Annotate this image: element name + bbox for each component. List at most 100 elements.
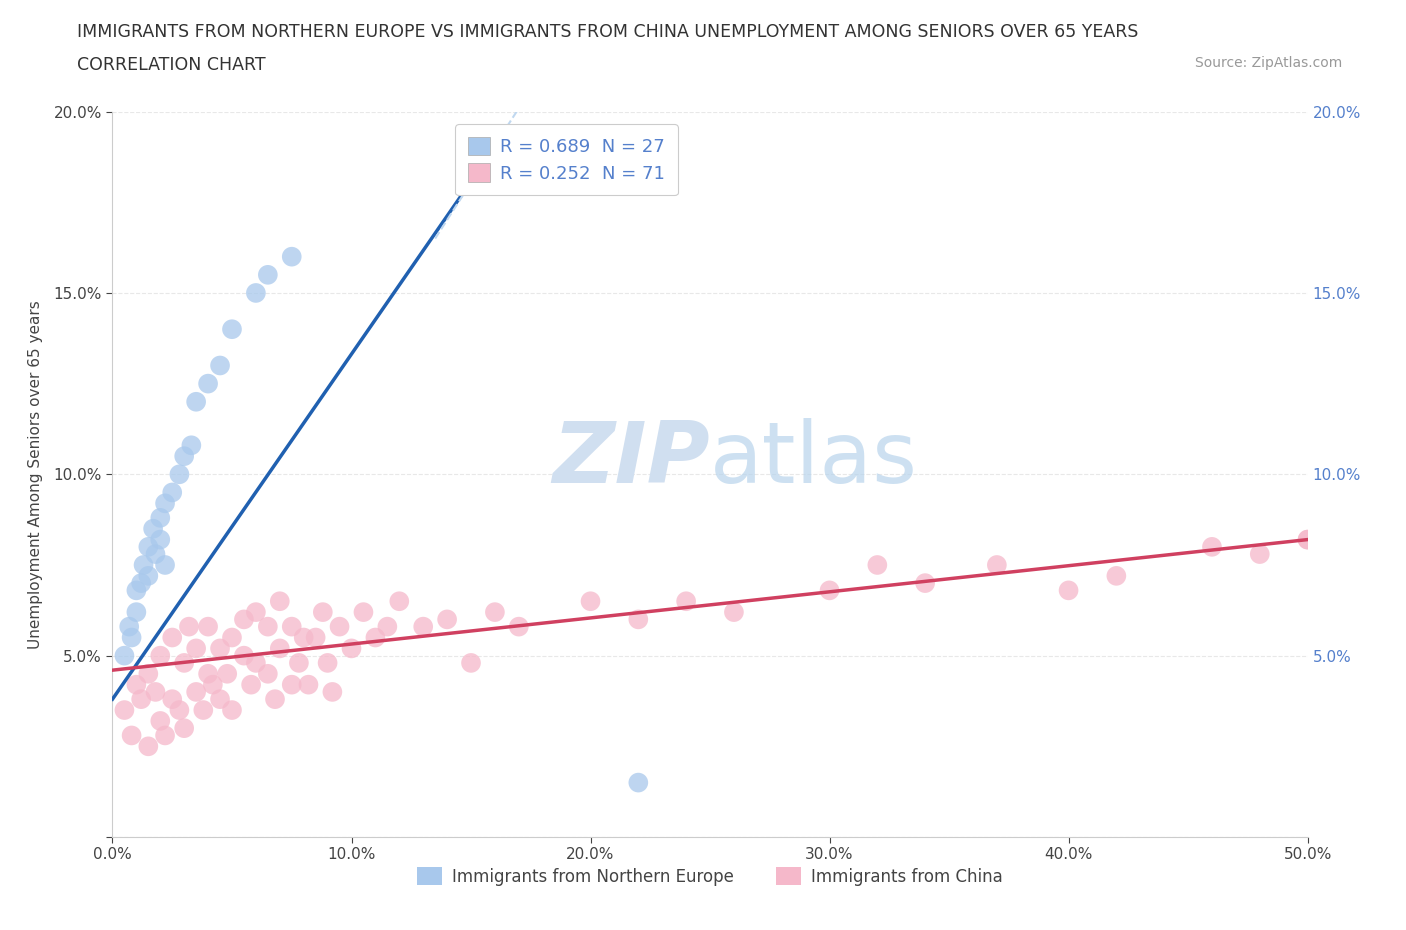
Point: [866, 558, 889, 573]
Point: [197, 377, 219, 392]
Text: Source: ZipAtlas.com: Source: ZipAtlas.com: [1195, 56, 1343, 70]
Point: [221, 631, 243, 645]
Point: [1249, 547, 1271, 562]
Point: [257, 268, 280, 283]
Point: [233, 648, 256, 663]
Point: [240, 677, 263, 692]
Point: [281, 677, 304, 692]
Point: [986, 558, 1008, 573]
Point: [312, 604, 335, 619]
Point: [305, 631, 328, 645]
Point: [436, 612, 458, 627]
Point: [186, 641, 208, 656]
Point: [508, 619, 530, 634]
Point: [138, 539, 160, 554]
Point: [364, 631, 387, 645]
Point: [186, 684, 208, 699]
Point: [329, 619, 352, 634]
Point: [149, 648, 172, 663]
Point: [217, 667, 239, 682]
Text: ZIP: ZIP: [553, 418, 710, 501]
Point: [149, 532, 172, 547]
Point: [121, 728, 143, 743]
Point: [723, 604, 745, 619]
Point: [114, 703, 135, 718]
Point: [245, 286, 267, 300]
Point: [125, 677, 148, 692]
Point: [627, 612, 650, 627]
Point: [388, 594, 411, 609]
Point: [173, 721, 195, 736]
Point: [221, 703, 243, 718]
Point: [209, 358, 232, 373]
Point: [675, 594, 697, 609]
Point: [201, 677, 224, 692]
Point: [627, 776, 650, 790]
Point: [197, 619, 219, 634]
Point: [1296, 532, 1319, 547]
Point: [118, 619, 141, 634]
Point: [1296, 532, 1319, 547]
Legend: Immigrants from Northern Europe, Immigrants from China: Immigrants from Northern Europe, Immigra…: [409, 859, 1011, 894]
Point: [257, 619, 280, 634]
Point: [177, 619, 200, 634]
Point: [162, 631, 183, 645]
Point: [233, 612, 256, 627]
Point: [162, 692, 183, 707]
Point: [173, 449, 195, 464]
Point: [132, 558, 155, 573]
Point: [138, 667, 160, 682]
Point: [257, 667, 280, 682]
Point: [412, 619, 434, 634]
Point: [245, 604, 267, 619]
Point: [153, 558, 176, 573]
Point: [264, 692, 287, 707]
Point: [162, 485, 183, 500]
Point: [169, 467, 191, 482]
Point: [288, 656, 311, 671]
Point: [153, 496, 176, 511]
Point: [125, 604, 148, 619]
Point: [186, 394, 208, 409]
Point: [352, 604, 374, 619]
Point: [340, 641, 363, 656]
Point: [197, 667, 219, 682]
Point: [193, 703, 215, 718]
Point: [125, 583, 148, 598]
Point: [297, 677, 319, 692]
Point: [149, 713, 172, 728]
Point: [221, 322, 243, 337]
Point: [138, 738, 160, 753]
Point: [579, 594, 602, 609]
Point: [269, 641, 291, 656]
Point: [209, 641, 232, 656]
Text: IMMIGRANTS FROM NORTHERN EUROPE VS IMMIGRANTS FROM CHINA UNEMPLOYMENT AMONG SENI: IMMIGRANTS FROM NORTHERN EUROPE VS IMMIG…: [77, 23, 1139, 41]
Point: [153, 728, 176, 743]
Point: [114, 648, 135, 663]
Point: [321, 684, 343, 699]
Point: [281, 249, 304, 264]
Point: [484, 604, 506, 619]
Point: [173, 656, 195, 671]
Point: [316, 656, 339, 671]
Point: [145, 684, 167, 699]
Point: [1057, 583, 1080, 598]
Text: atlas: atlas: [710, 418, 918, 501]
Point: [129, 576, 152, 591]
Point: [460, 656, 482, 671]
Point: [169, 703, 191, 718]
Point: [818, 583, 841, 598]
Point: [142, 521, 165, 536]
Point: [129, 692, 152, 707]
Point: [180, 438, 202, 453]
Point: [1201, 539, 1223, 554]
Point: [145, 547, 167, 562]
Point: [121, 631, 143, 645]
Point: [138, 568, 160, 583]
Point: [245, 656, 267, 671]
Point: [292, 631, 315, 645]
Y-axis label: Unemployment Among Seniors over 65 years: Unemployment Among Seniors over 65 years: [28, 300, 42, 649]
Text: CORRELATION CHART: CORRELATION CHART: [77, 56, 266, 73]
Point: [914, 576, 936, 591]
Point: [1105, 568, 1128, 583]
